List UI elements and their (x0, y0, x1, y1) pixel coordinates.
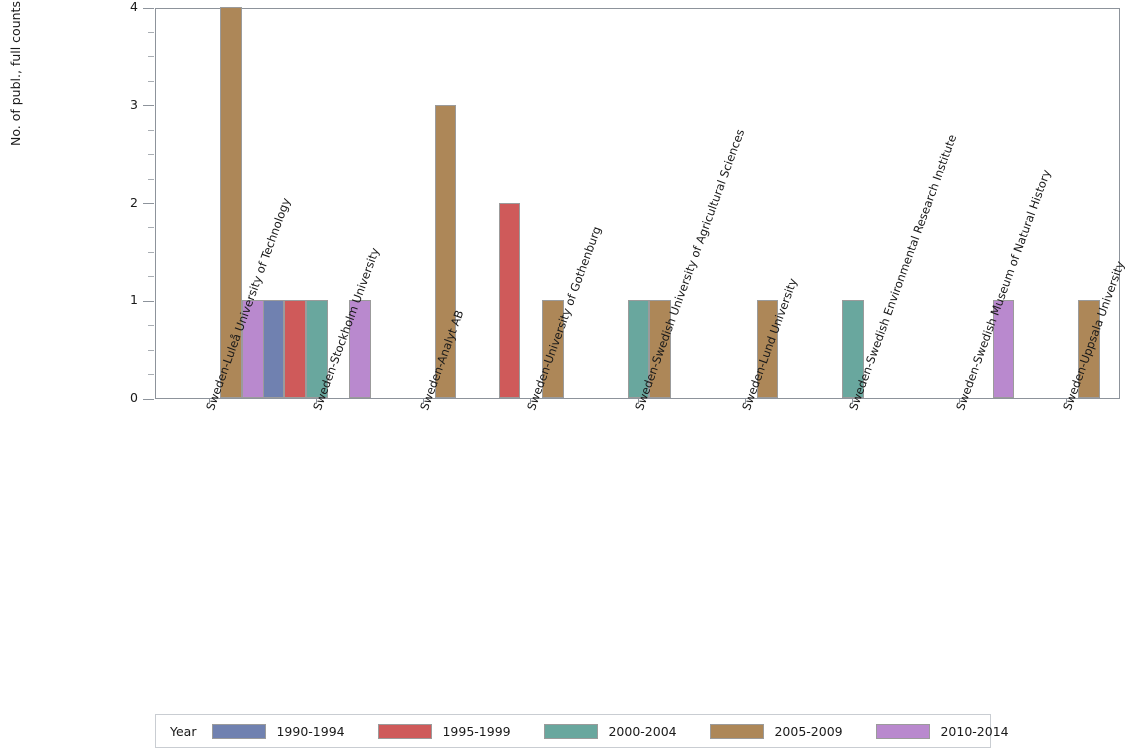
bar[interactable] (434, 104, 457, 398)
y-tick-major (143, 203, 154, 204)
y-tick-major (143, 300, 154, 302)
x-tick (1066, 399, 1067, 404)
bars-layer (156, 7, 1119, 398)
bar[interactable] (498, 202, 521, 398)
legend-swatch (876, 723, 931, 739)
bar[interactable] (756, 300, 779, 398)
y-tick-minor (148, 31, 154, 33)
y-tick-minor (148, 154, 154, 156)
x-tick (638, 399, 639, 404)
x-tick (745, 399, 746, 404)
legend-entries: 1990-1994 1995-1999 2000-2004 2005-2009 2010… (212, 723, 1042, 739)
bar[interactable] (349, 300, 371, 398)
y-tick-minor (148, 374, 154, 376)
legend-entry[interactable]: 1995-1999 (378, 723, 534, 739)
y-tick-minor (148, 325, 154, 327)
x-tick (423, 399, 424, 404)
bar[interactable] (542, 300, 564, 398)
y-tick-minor (148, 276, 154, 278)
x-tick (852, 399, 853, 404)
y-tick-label: 0 (130, 390, 138, 405)
y-tick-minor (148, 56, 154, 58)
legend-entry[interactable]: 1990-1994 (212, 723, 368, 739)
legend-label: 2000-2004 (608, 723, 677, 739)
bar[interactable] (1078, 300, 1100, 398)
y-tick-minor (148, 178, 154, 180)
legend-label: 2010-2014 (940, 723, 1009, 739)
y-tick-minor (148, 80, 154, 82)
bar[interactable] (262, 300, 285, 398)
bar[interactable] (649, 300, 671, 398)
legend-label: 1990-1994 (276, 723, 345, 739)
bar[interactable] (842, 300, 864, 398)
legend-swatch (212, 723, 267, 739)
x-tick (530, 399, 531, 404)
y-axis-title: No. of publ., full counts (8, 1, 23, 146)
bar[interactable] (627, 300, 650, 398)
bar[interactable] (220, 7, 242, 398)
y-tick-minor (148, 129, 154, 131)
y-tick-label: 1 (130, 292, 138, 308)
y-tick-label: 2 (130, 194, 138, 210)
bar[interactable] (306, 300, 328, 398)
x-tick (959, 399, 960, 404)
y-tick-major (143, 398, 154, 400)
legend-swatch (544, 723, 599, 739)
legend-label: 1995-1999 (442, 723, 511, 739)
bar[interactable] (242, 300, 264, 398)
bar[interactable] (284, 300, 307, 398)
legend-swatch (710, 723, 765, 739)
legend-entry[interactable]: 2000-2004 (544, 723, 700, 739)
legend-label: 2005-2009 (774, 723, 843, 739)
legend-title: Year (170, 723, 197, 739)
legend-swatch (378, 723, 433, 739)
y-tick-minor (148, 227, 154, 229)
x-tick (316, 399, 317, 404)
legend-entry[interactable]: 2010-2014 (876, 723, 1032, 739)
y-tick-label: 3 (130, 96, 138, 112)
y-tick-minor (148, 251, 154, 253)
y-tick-major (143, 105, 154, 107)
bar[interactable] (992, 300, 1015, 398)
y-tick-minor (148, 349, 154, 351)
legend: Year 1990-1994 1995-1999 2000-2004 2005-200… (155, 714, 1009, 748)
y-tick-major (143, 7, 154, 9)
y-tick-label: 4 (130, 0, 138, 14)
x-tick (209, 399, 210, 404)
legend-entry[interactable]: 2005-2009 (710, 723, 866, 739)
plot-area (155, 7, 1120, 399)
